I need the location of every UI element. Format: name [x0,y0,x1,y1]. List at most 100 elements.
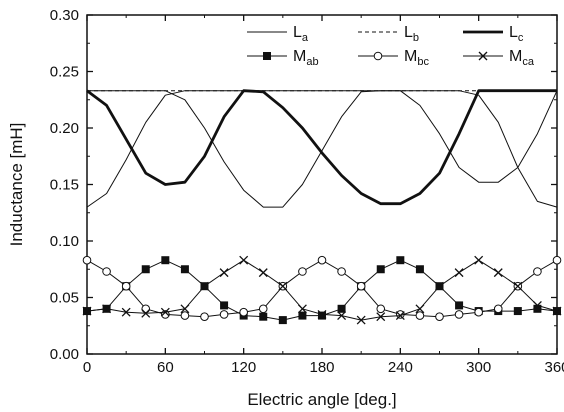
x-tick-label: 240 [388,359,413,376]
y-tick-label: 0.05 [50,290,79,307]
y-tick-label: 0.25 [50,64,79,81]
data-point-mca [493,268,503,278]
legend-item-mca: Mca [463,48,535,68]
data-point-mca [474,255,484,265]
data-point-mab [396,256,405,265]
series-line-lc [86,89,557,206]
x-tick-label: 300 [466,359,491,376]
data-point-mab [161,256,170,265]
legend-label-sub: b [413,32,419,44]
y-axis-title: Inductance [mH] [7,123,26,247]
data-point-mca-stroke [532,300,542,310]
legend-item-mbc: Mbc [358,48,429,68]
axes-layer: 0 60 120 180 240 300 360 0.00 0.05 0.10 0.15 0.20 0.… [50,7,564,376]
data-point-mca-stroke [415,304,425,314]
legend-item-lc: Lc [463,24,524,44]
legend-label-main: L [509,24,518,41]
data-point-mbc [474,307,483,317]
data-point-mab [259,312,268,321]
data-point-mca [160,307,170,317]
legend-label-sub: c [518,32,524,44]
legend-label: La [293,24,309,44]
legend-item-lb: Lb [358,24,419,44]
legend-marker [263,52,271,60]
data-point-mca [239,255,249,265]
data-point-mca-stroke [552,306,562,316]
data-point-mca [317,309,327,319]
data-point-mca [219,268,229,278]
legend-label: Mab [293,48,319,68]
data-point-mca-stroke [395,311,405,321]
legend-label: Lb [404,24,419,44]
data-point-mbc [121,281,131,291]
data-point-mca [102,304,112,314]
data-point-mab [141,265,150,274]
x-axis-title: Electric angle [deg.] [247,390,396,409]
data-point-mca-stroke [493,268,503,278]
data-point-mca-stroke [82,306,92,316]
data-point-mab [298,311,307,320]
data-point-mca [180,304,190,314]
data-point-mbc [493,304,503,314]
x-tick-label: 360 [544,359,564,376]
legend-label-main: M [293,48,306,65]
data-point-mab [513,307,522,316]
data-point-mca [356,315,366,325]
legend-label-main: L [404,24,413,41]
data-point-mbc [337,267,346,276]
data-point-mca-stroke [297,304,307,314]
legend-label-sub: a [302,32,309,44]
data-point-mca [552,306,562,316]
data-point-mbc [82,255,92,265]
legend-label-main: M [404,48,417,65]
legend-label-main: L [293,24,302,41]
data-point-mca [532,300,542,310]
data-point-mbc [317,255,327,265]
data-point-mca [454,268,464,278]
y-tick-label: 0.20 [50,120,79,137]
data-point-mab [415,265,424,274]
data-point-mca [337,311,347,321]
data-point-mca-stroke [239,255,249,265]
data-point-mbc [102,267,111,276]
data-point-mbc [200,312,209,322]
data-point-mca-stroke [435,281,444,291]
data-point-mbc [552,255,562,265]
data-point-mca-stroke [278,281,288,291]
y-tick-label: 0.15 [50,177,79,194]
series-lc [86,89,557,206]
data-point-mca-stroke [200,281,209,291]
data-point-mca-stroke [160,307,170,317]
x-tick-label: 60 [157,359,174,376]
legend-marker [478,51,488,61]
legend-label: Mbc [404,48,429,68]
data-point-mab [220,301,229,310]
data-point-mbc [376,304,386,314]
data-point-mca [200,281,209,291]
data-point-mca [121,307,131,317]
data-point-mab [180,265,189,274]
data-point-mca [82,306,92,316]
data-point-mca-stroke [376,312,386,322]
series-line-lthin2 [87,90,558,208]
data-point-mca [278,281,288,291]
x-tick-label: 120 [231,359,256,376]
data-point-mca-stroke [454,268,464,278]
plot-area [86,14,558,355]
data-point-mca-stroke [121,307,131,317]
data-point-mca [376,312,386,322]
legend-label: Lc [509,24,524,44]
data-point-mab [278,316,287,325]
data-point-mbc [298,267,307,276]
legend-label-sub: ca [522,56,535,68]
data-point-mca-stroke [180,304,190,314]
y-tick-label: 0.00 [50,346,79,363]
data-point-mbc [219,310,229,319]
data-point-mbc [533,267,542,276]
data-point-mbc [180,311,190,320]
series-line-mbc [86,259,558,318]
data-point-mca-stroke [141,308,151,318]
data-point-mca-stroke [219,268,229,278]
data-point-mab [455,301,464,310]
